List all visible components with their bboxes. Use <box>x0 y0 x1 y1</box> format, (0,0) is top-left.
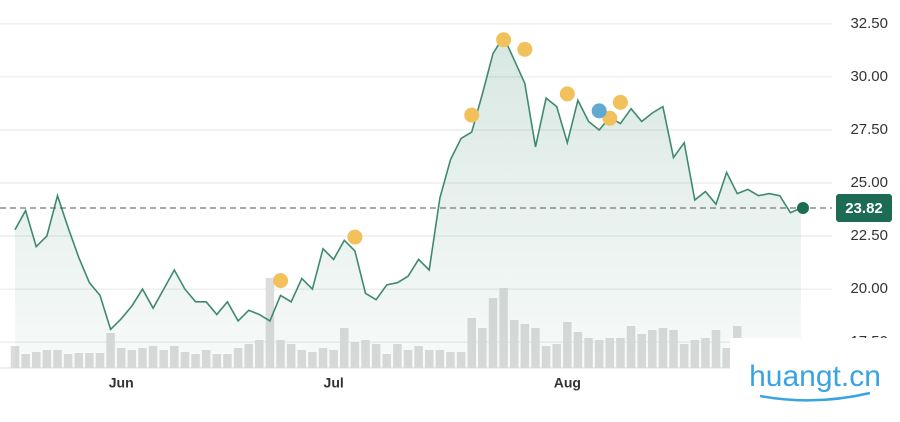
y-tick-label: 30.00 <box>850 68 888 85</box>
last-price-dot <box>797 202 809 215</box>
x-tick-label: Jul <box>324 375 344 391</box>
y-tick-label: 22.50 <box>850 227 888 244</box>
y-tick-label: 32.50 <box>850 15 888 32</box>
event-marker <box>591 103 607 119</box>
watermark-box: huangt.cn <box>730 338 900 422</box>
plot: 23.82 <box>0 32 892 368</box>
price-tag-label: 23.82 <box>845 200 883 217</box>
x-tick-label: Aug <box>554 375 581 391</box>
x-tick-label: Jun <box>109 375 134 391</box>
price-area <box>15 36 801 368</box>
y-tick-label: 25.00 <box>850 174 888 191</box>
grid: 17.5020.0022.5025.0027.5030.0032.50JunJu… <box>0 15 888 391</box>
price-tag <box>836 194 892 223</box>
event-marker <box>612 94 628 110</box>
watermark-bg <box>730 338 900 422</box>
event-marker <box>602 110 618 126</box>
event-marker <box>559 86 575 102</box>
event-marker <box>496 32 512 48</box>
event-marker <box>347 229 363 245</box>
y-tick-label: 27.50 <box>850 121 888 138</box>
y-tick-label: 20.00 <box>850 280 888 297</box>
event-marker <box>464 107 480 123</box>
price-line <box>14 34 802 331</box>
watermark-swoosh <box>759 391 871 402</box>
event-marker <box>273 273 289 289</box>
watermark: huangt.cn <box>749 360 881 393</box>
event-marker <box>517 41 533 57</box>
